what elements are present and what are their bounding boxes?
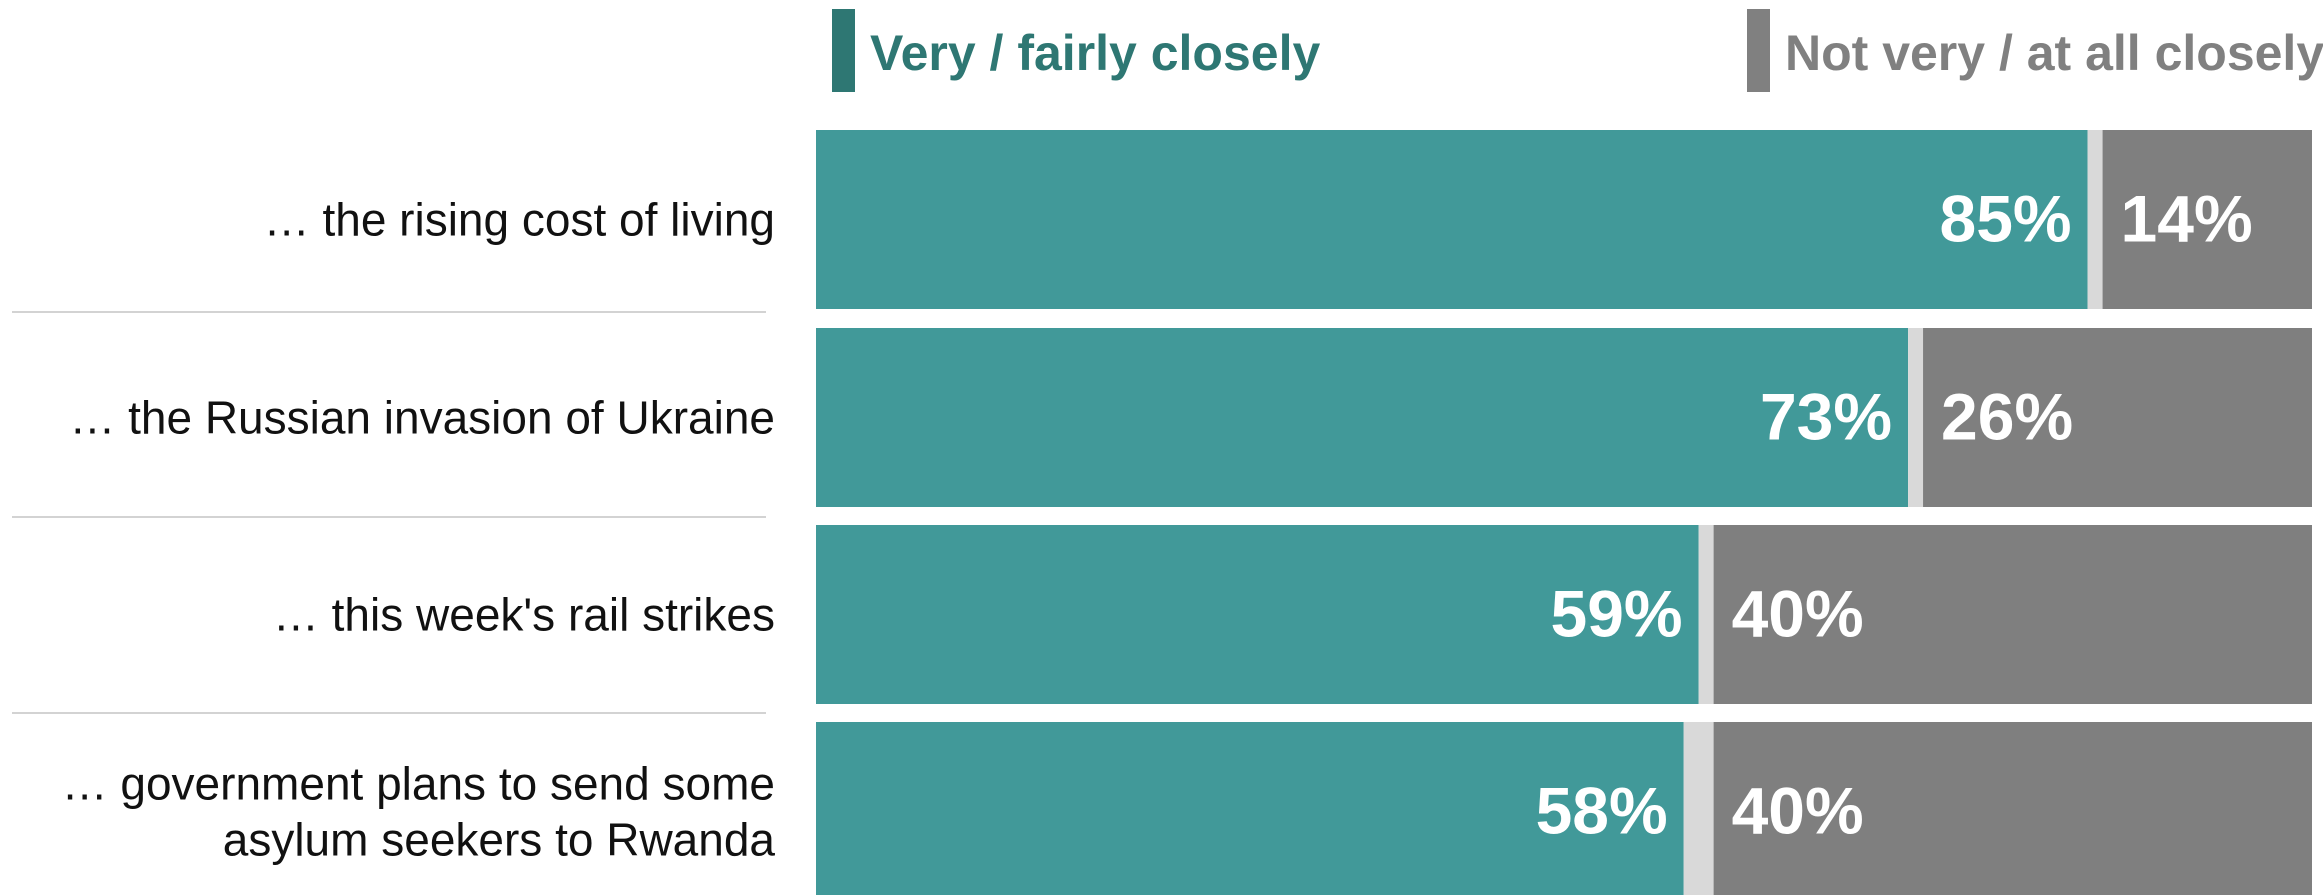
legend-label-very-fairly-closely: Very / fairly closely xyxy=(870,25,1320,81)
bar-row: 58% 40% xyxy=(816,722,2312,895)
data-label-not-very-at-all-closely: 26% xyxy=(1941,380,2073,454)
bar-segment-very-fairly-closely xyxy=(816,328,1909,507)
bar-segment-not-very-at-all-closely xyxy=(1713,525,2312,704)
data-label-very-fairly-closely: 85% xyxy=(1939,182,2071,256)
bar-row: 85% 14% xyxy=(816,130,2312,309)
legend-swatch-not-very-at-all-closely xyxy=(1747,9,1770,92)
bars: 85% 14% 73% 26% 59% 40% 58% 40% xyxy=(816,130,2312,895)
legend-swatch-very-fairly-closely xyxy=(832,9,855,92)
category-labels: … the rising cost of living … the Russian… xyxy=(62,194,776,866)
bar-segment-very-fairly-closely xyxy=(816,130,2088,309)
bar-segment-not-very-at-all-closely xyxy=(1713,722,2312,895)
bar-segment-don-t-know xyxy=(2087,130,2103,309)
bar-row: 59% 40% xyxy=(816,525,2312,704)
bar-segment-not-very-at-all-closely xyxy=(2102,130,2312,309)
legend-label-not-very-at-all-closely: Not very / at all closely xyxy=(1785,25,2323,81)
category-label: … the Russian invasion of Ukraine xyxy=(69,392,775,444)
data-label-not-very-at-all-closely: 40% xyxy=(1732,577,1864,651)
bar-segment-don-t-know xyxy=(1683,722,1714,895)
bar-row: 73% 26% xyxy=(816,328,2312,507)
category-label: asylum seekers to Rwanda xyxy=(223,814,776,866)
data-label-very-fairly-closely: 73% xyxy=(1760,380,1892,454)
bar-segment-very-fairly-closely xyxy=(816,525,1699,704)
data-label-very-fairly-closely: 58% xyxy=(1536,774,1668,848)
data-label-not-very-at-all-closely: 14% xyxy=(2121,182,2253,256)
data-label-not-very-at-all-closely: 40% xyxy=(1732,774,1864,848)
category-label: … government plans to send some xyxy=(62,758,775,810)
row-separators xyxy=(12,311,766,714)
bar-segment-very-fairly-closely xyxy=(816,722,1684,895)
category-label: … the rising cost of living xyxy=(264,194,775,246)
category-label: … this week's rail strikes xyxy=(273,589,775,641)
bar-segment-not-very-at-all-closely xyxy=(1923,328,2312,507)
legend: Very / fairly closely Not very / at all c… xyxy=(832,9,2323,92)
data-label-very-fairly-closely: 59% xyxy=(1551,577,1683,651)
bar-segment-don-t-know xyxy=(1908,328,1924,507)
bar-segment-don-t-know xyxy=(1698,525,1714,704)
